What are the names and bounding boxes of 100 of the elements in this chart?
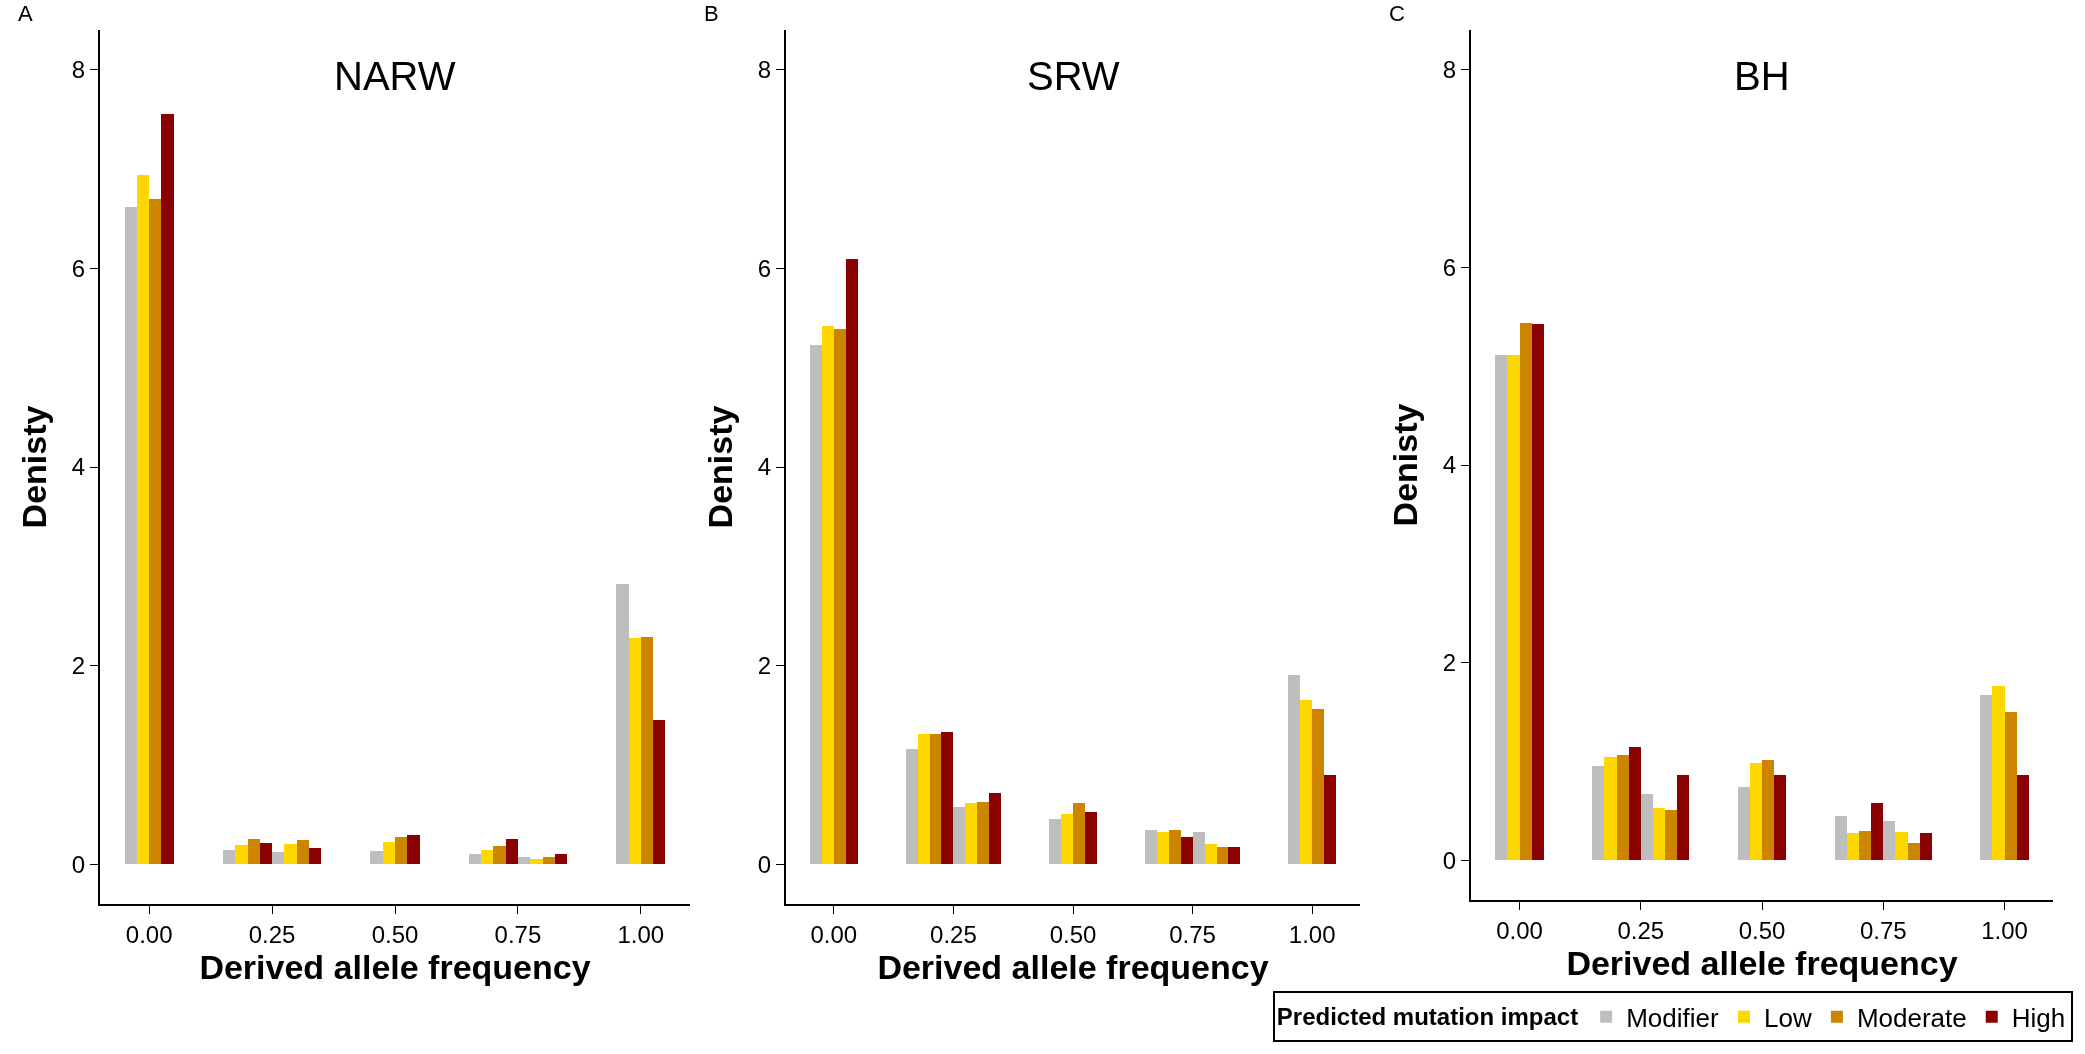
bar xyxy=(1859,831,1871,860)
bar xyxy=(1049,819,1061,864)
text: C xyxy=(1389,1,1405,26)
text: B xyxy=(704,1,719,26)
bar xyxy=(653,720,665,864)
bar xyxy=(1980,695,1992,860)
bar xyxy=(1847,833,1859,860)
x-tick-label: 0.50 xyxy=(371,920,419,948)
y-tick-label: 6 xyxy=(71,254,86,282)
bar xyxy=(1895,832,1908,860)
bar xyxy=(1677,775,1689,860)
x-tick-label: 1.00 xyxy=(1981,916,2028,944)
bar xyxy=(1145,830,1157,864)
bar xyxy=(506,839,518,864)
y-axis-title: Denisty xyxy=(14,405,53,529)
bar xyxy=(272,852,284,864)
bar xyxy=(1157,832,1169,864)
bar xyxy=(297,840,309,864)
x-tick-label: 0.00 xyxy=(1496,916,1543,944)
bar xyxy=(1085,812,1097,864)
bar xyxy=(834,329,846,864)
y-axis-title: Denisty xyxy=(700,405,739,529)
bar xyxy=(810,345,822,864)
y-tick-label: 4 xyxy=(757,453,772,481)
bar xyxy=(1883,821,1895,860)
y-tick-label: 4 xyxy=(71,453,86,481)
legend-label: Moderate xyxy=(1856,1002,1967,1033)
text: A xyxy=(18,1,33,26)
bar xyxy=(1665,810,1677,860)
bar xyxy=(149,199,161,864)
bar xyxy=(125,207,137,864)
bar xyxy=(1181,837,1193,864)
bar xyxy=(906,749,918,864)
x-tick-label: 0.75 xyxy=(494,920,542,948)
bar xyxy=(407,835,420,864)
bar xyxy=(1629,747,1641,860)
bar xyxy=(941,732,953,864)
bar xyxy=(641,637,653,864)
y-tick-label: 0 xyxy=(757,850,772,878)
bar xyxy=(248,839,260,864)
y-tick-label: 4 xyxy=(1442,451,1457,479)
bar xyxy=(161,114,174,864)
y-tick-label: 2 xyxy=(757,652,772,680)
bar xyxy=(543,857,555,864)
bar xyxy=(989,793,1001,864)
x-tick-label: 0.00 xyxy=(810,920,858,948)
bar xyxy=(395,837,407,864)
bar xyxy=(1507,355,1520,860)
bar xyxy=(1750,763,1762,860)
bar xyxy=(1738,787,1750,860)
bar xyxy=(1992,686,2005,860)
bar xyxy=(1495,355,1507,860)
bar xyxy=(846,259,858,864)
legend-label: Low xyxy=(1763,1002,1812,1033)
y-tick-label: 6 xyxy=(757,254,772,282)
bar xyxy=(1193,832,1205,864)
x-tick-label: 0.75 xyxy=(1859,916,1907,944)
bar xyxy=(1920,833,1932,860)
y-tick-label: 8 xyxy=(1442,55,1457,83)
bar xyxy=(469,854,481,864)
x-tick-label: 0.75 xyxy=(1169,920,1216,948)
x-axis-title: Derived allele frequency xyxy=(877,947,1269,986)
bar xyxy=(1312,709,1324,864)
legend-title: Predicted mutation impact xyxy=(1276,1002,1579,1030)
x-tick-label: 0.50 xyxy=(1049,920,1097,948)
x-axis-title: Derived allele frequency xyxy=(1566,943,1958,982)
bar xyxy=(616,584,629,864)
bar xyxy=(1762,760,1774,860)
bar xyxy=(1324,775,1336,864)
bar xyxy=(309,848,321,864)
bar xyxy=(1871,803,1883,860)
bar xyxy=(555,854,567,864)
bar xyxy=(1835,816,1847,860)
bar xyxy=(1288,675,1300,864)
bar xyxy=(370,851,383,864)
bar xyxy=(137,175,149,864)
bar xyxy=(629,638,641,864)
bar xyxy=(260,843,272,864)
bar xyxy=(953,807,965,864)
x-tick-label: 0.00 xyxy=(125,920,173,948)
text: NARW xyxy=(334,54,456,98)
legend-label: High xyxy=(2011,1002,2066,1033)
bar xyxy=(1908,843,1920,860)
x-tick-label: 1.00 xyxy=(617,920,665,948)
y-tick-label: 2 xyxy=(1442,649,1457,677)
bar xyxy=(1300,700,1312,864)
bar xyxy=(1604,757,1617,860)
bar xyxy=(1641,794,1653,860)
bar xyxy=(518,857,530,864)
y-tick-label: 0 xyxy=(1442,846,1457,874)
x-tick-label: 0.25 xyxy=(930,920,977,948)
bar xyxy=(223,850,235,864)
bar xyxy=(493,846,506,864)
x-tick-label: 0.50 xyxy=(1738,916,1786,944)
bar xyxy=(1073,803,1085,864)
bar xyxy=(1653,808,1665,860)
bar xyxy=(235,845,248,864)
bar xyxy=(822,326,834,864)
bar xyxy=(1205,844,1217,864)
x-tick-label: 0.25 xyxy=(248,920,296,948)
